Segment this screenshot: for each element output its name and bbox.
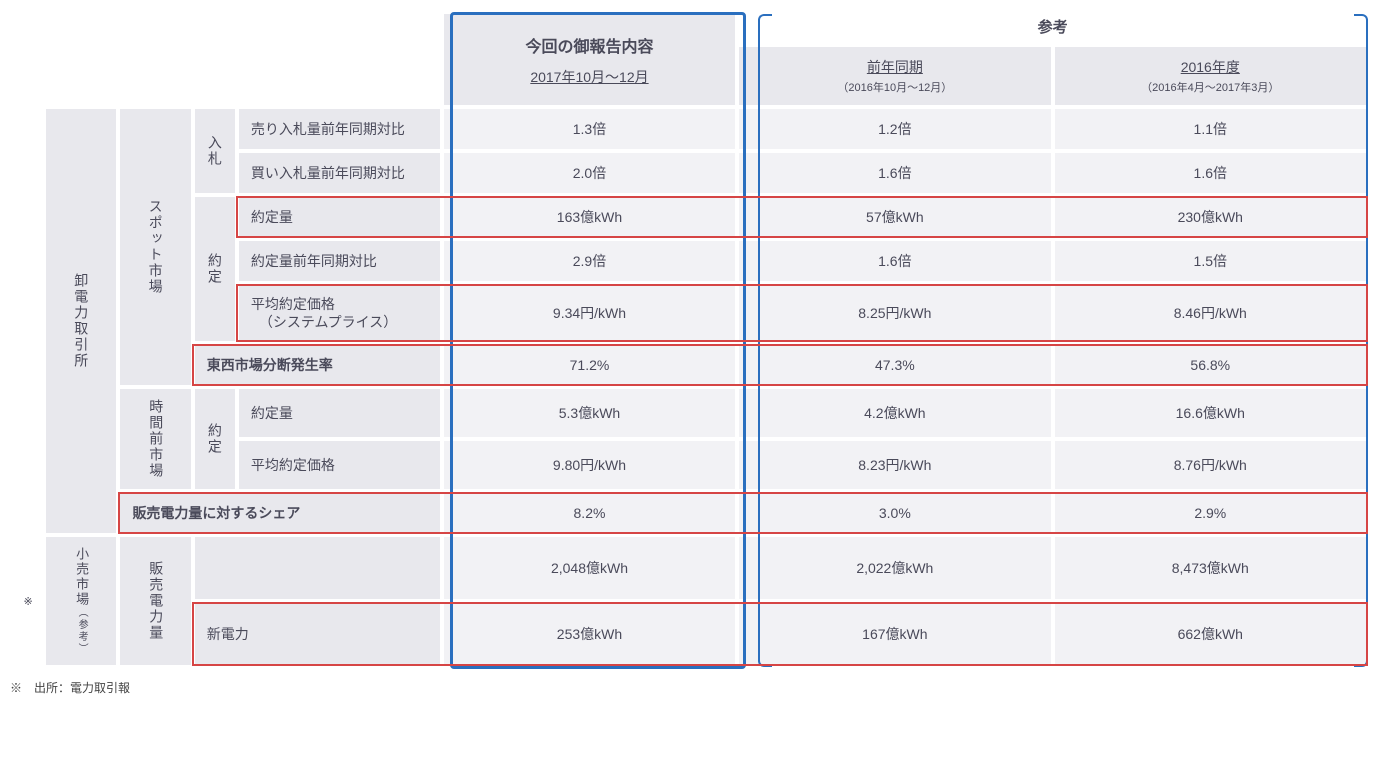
table-row: 販売電力量に対するシェア 8.2% 3.0% 2.9% [14,493,1366,533]
cell: 47.3% [739,345,1050,385]
cell: 9.80円/kWh [444,441,735,489]
side-sales-vol: 販売電力量 [120,537,190,665]
side-contract: 約定 [195,197,235,341]
cell: 1.5倍 [1055,241,1366,281]
cell: 1.6倍 [739,153,1050,193]
col-ref2-header: 2016年度 （2016年4月～2017年3月） [1055,47,1366,105]
cell: 163億kWh [444,197,735,237]
row-label: 平均約定価格 [239,441,440,489]
row-label: 買い入札量前年同期対比 [239,153,440,193]
cell: 1.1倍 [1055,109,1366,149]
cell: 9.34円/kWh [444,285,735,341]
cell: 2.9倍 [444,241,735,281]
report-table: 今回の御報告内容 2017年10月～12月 参考 前年同期 （2016年10月～… [10,10,1370,669]
row-label: 約定量前年同期対比 [239,241,440,281]
table-row: 約定 約定量 163億kWh 57億kWh 230億kWh [14,197,1366,237]
row-label-empty [195,537,440,599]
row-label: 約定量 [239,389,440,437]
row-label: 売り入札量前年同期対比 [239,109,440,149]
table-row: 新電力 253億kWh 167億kWh 662億kWh [14,603,1366,665]
side-wholesale: 卸電力取引所 [46,109,116,533]
cell: 57億kWh [739,197,1050,237]
cell: 71.2% [444,345,735,385]
cell: 1.6倍 [1055,153,1366,193]
cell: 2.0倍 [444,153,735,193]
cell: 8.2% [444,493,735,533]
table-container: 今回の御報告内容 2017年10月～12月 参考 前年同期 （2016年10月～… [10,10,1370,669]
row-label: 東西市場分断発生率 [195,345,440,385]
reference-label: 参考 [739,14,1366,43]
side-bid: 入札 [195,109,235,193]
cell: 5.3億kWh [444,389,735,437]
cell: 1.3倍 [444,109,735,149]
side-intraday: 時間前市場 [120,389,190,489]
cell: 2.9% [1055,493,1366,533]
header-row-1: 今回の御報告内容 2017年10月～12月 参考 [14,14,1366,43]
cell: 662億kWh [1055,603,1366,665]
cell: 8,473億kWh [1055,537,1366,599]
table-row: 時間前市場 約定 約定量 5.3億kWh 4.2億kWh 16.6億kWh [14,389,1366,437]
row-label: 販売電力量に対するシェア [120,493,439,533]
cell: 8.25円/kWh [739,285,1050,341]
footnote-mark: ※ [14,537,42,665]
cell: 16.6億kWh [1055,389,1366,437]
cell: 167億kWh [739,603,1050,665]
table-row: 卸電力取引所 スポット市場 入札 売り入札量前年同期対比 1.3倍 1.2倍 1… [14,109,1366,149]
side-spot: スポット市場 [120,109,190,385]
cell: 8.46円/kWh [1055,285,1366,341]
cell: 1.2倍 [739,109,1050,149]
cell: 2,022億kWh [739,537,1050,599]
side-retail: 小売市場（参考） [46,537,116,665]
cell: 4.2億kWh [739,389,1050,437]
table-row: 東西市場分断発生率 71.2% 47.3% 56.8% [14,345,1366,385]
cell: 230億kWh [1055,197,1366,237]
col-ref1-header: 前年同期 （2016年10月～12月） [739,47,1050,105]
cell: 3.0% [739,493,1050,533]
col-main-title: 今回の御報告内容 [452,33,727,57]
cell: 8.23円/kWh [739,441,1050,489]
footnote: ※ 出所：電力取引報 [10,679,1370,696]
cell: 2,048億kWh [444,537,735,599]
cell: 253億kWh [444,603,735,665]
col-main-period: 2017年10月～12月 [452,67,727,87]
col-main-header: 今回の御報告内容 2017年10月～12月 [444,14,735,105]
row-label: 新電力 [195,603,440,665]
cell: 8.76円/kWh [1055,441,1366,489]
row-label: 平均約定価格 （システムプライス） [239,285,440,341]
row-label: 約定量 [239,197,440,237]
cell: 56.8% [1055,345,1366,385]
side-contract2: 約定 [195,389,235,489]
cell: 1.6倍 [739,241,1050,281]
table-row: ※ 小売市場（参考） 販売電力量 2,048億kWh 2,022億kWh 8,4… [14,537,1366,599]
